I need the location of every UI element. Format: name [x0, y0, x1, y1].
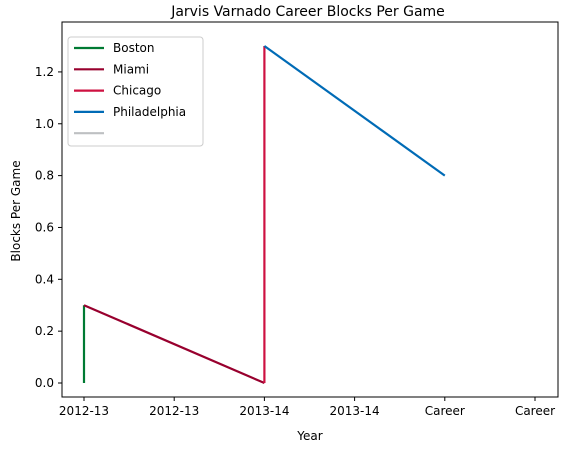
- x-tick-label: 2013-14: [239, 404, 289, 418]
- x-tick-label: Career: [515, 404, 555, 418]
- y-tick-label: 0.4: [35, 272, 54, 286]
- x-tick-label: Career: [425, 404, 465, 418]
- series-line-miami: [83, 304, 265, 385]
- legend: Boston Miami Chicago Philadelphia: [67, 36, 204, 147]
- x-axis-label: Year: [296, 429, 322, 443]
- legend-box: [67, 36, 204, 147]
- chart-title: Jarvis Varnado Career Blocks Per Game: [170, 4, 445, 20]
- y-tick-label: 0.0: [35, 376, 54, 390]
- y-axis-ticks: 0.0 0.2 0.4 0.6 0.8 1.0 1.2: [35, 65, 62, 390]
- y-tick-label: 0.6: [35, 220, 54, 234]
- series-line-philadelphia: [263, 45, 446, 177]
- y-tick-label: 0.8: [35, 169, 54, 183]
- legend-label: Chicago: [113, 84, 161, 98]
- legend-label: Philadelphia: [113, 105, 186, 119]
- y-tick-label: 0.2: [35, 324, 54, 338]
- x-tick-label: 2013-14: [330, 404, 380, 418]
- y-axis-label: Blocks Per Game: [9, 160, 23, 261]
- plot-lines: [82, 45, 446, 385]
- legend-label: Miami: [113, 62, 149, 76]
- legend-label: Boston: [113, 41, 154, 55]
- x-axis-ticks: 2012-13 2012-13 2013-14 2013-14 Career Career: [59, 397, 555, 418]
- plot-area-frame: [61, 21, 559, 398]
- y-tick-label: 1.2: [35, 65, 54, 79]
- x-tick-label: 2012-13: [59, 404, 109, 418]
- x-tick-label: 2012-13: [149, 404, 199, 418]
- y-tick-label: 1.0: [35, 117, 54, 131]
